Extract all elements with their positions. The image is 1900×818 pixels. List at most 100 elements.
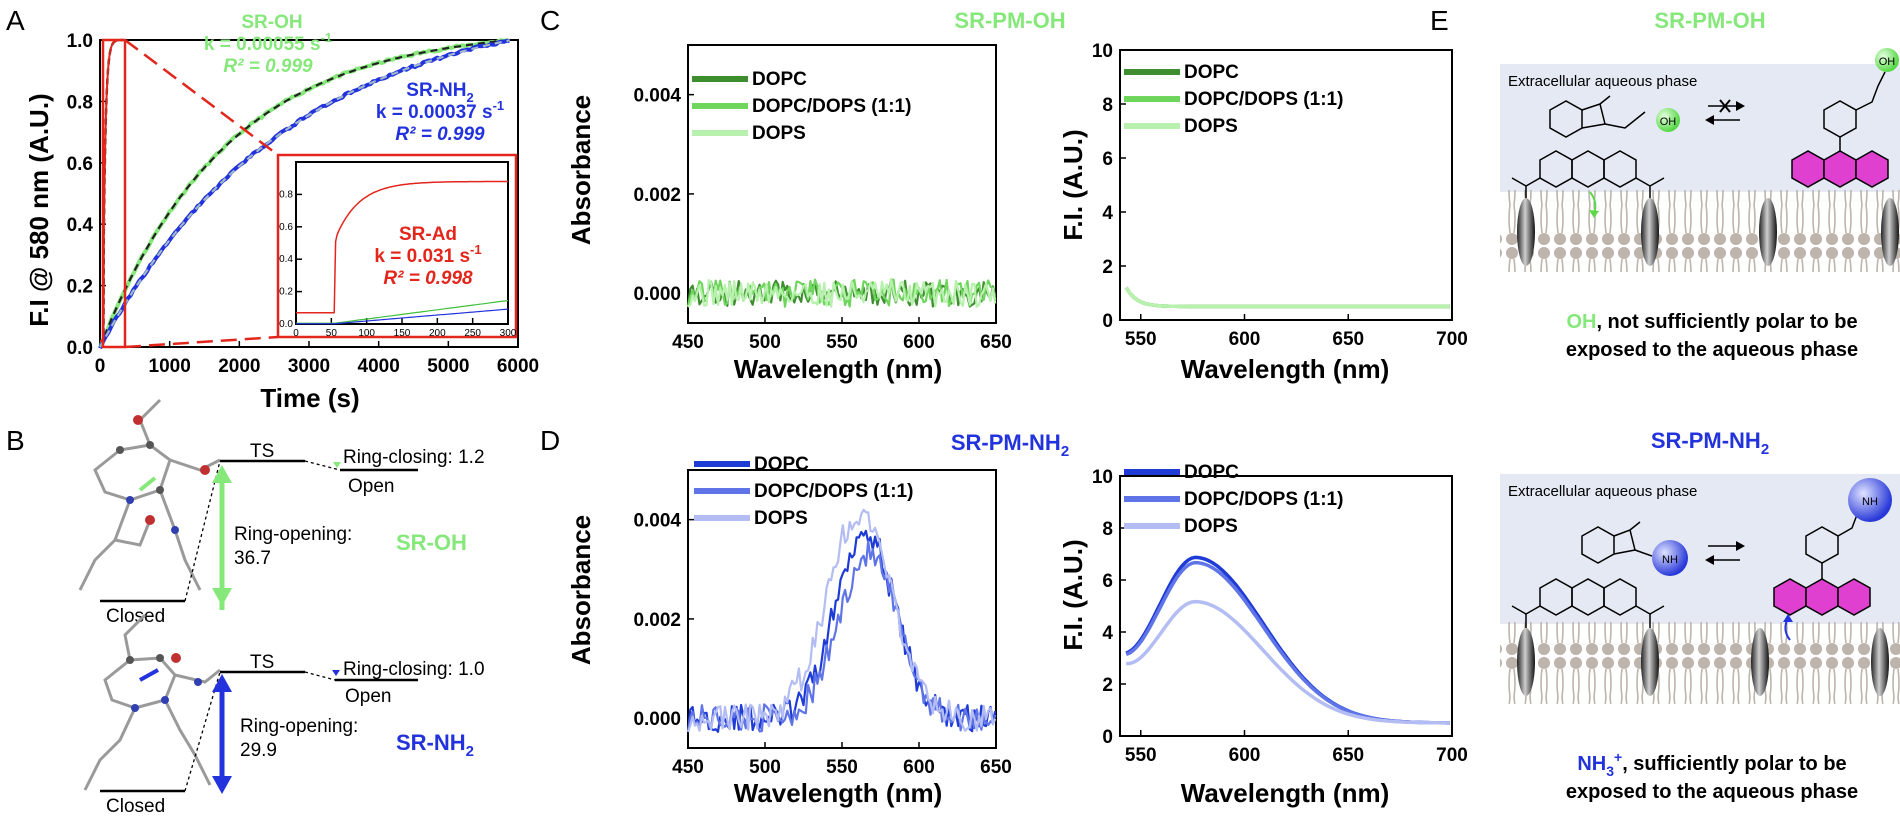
sr-nh2-name: SR-NH — [406, 80, 466, 101]
x-tick-label: 600 — [903, 757, 935, 778]
svg-text:NH3+, sufficiently polar to be: NH3+, sufficiently polar to be — [1577, 749, 1846, 779]
membrane-bottom — [1500, 622, 1900, 704]
x-tick-label: 200 — [429, 328, 446, 339]
title-sr-pm-oh: SR-PM-OH — [954, 8, 1065, 33]
ts-oh: TS — [250, 441, 274, 462]
e-top-cap2: exposed to the aqueous phase — [1566, 339, 1858, 361]
x-tick-label: 450 — [672, 332, 704, 353]
y-tick-label: 0.000 — [633, 284, 681, 305]
annotation-sr-ad: SR-Ad k = 0.031 s-1 R² = 0.998 — [374, 224, 481, 289]
svg-text:SR-NH2: SR-NH2 — [396, 730, 474, 760]
open-form-top — [1791, 71, 1889, 188]
legend-label: DOPC — [752, 69, 807, 90]
panel-label-d: D — [540, 425, 560, 456]
chart-d-abs-xlabel: Wavelength (nm) — [734, 778, 942, 808]
series-sr-oh-fit — [98, 39, 510, 348]
y-tick-label: 2 — [1102, 257, 1113, 278]
fi-series-1 — [1124, 286, 1450, 309]
y-tick-label: 6 — [1102, 571, 1113, 592]
anchor-2 — [1641, 198, 1659, 266]
anchor-3 — [1759, 198, 1777, 266]
closed-form-bottom — [1511, 521, 1665, 628]
y-tick-label: 10 — [1092, 467, 1113, 488]
ring-opening-nh2: Ring-opening: — [240, 716, 358, 737]
nh3-group-open: NH — [1862, 496, 1878, 508]
e-top-title: SR-PM-OH — [1654, 8, 1765, 33]
chart-c-absorbance: 450 500 550 600 650 0.000 0.002 0.004 DOPC DOPC/D… — [633, 44, 1012, 353]
title-sr-pm-nh2-sub: 2 — [1061, 443, 1069, 460]
svg-text:k = 0.00037 s-1: k = 0.00037 s-1 — [376, 98, 504, 123]
oh-group-closed: OH — [1660, 116, 1677, 128]
legend-label: DOPC/DOPS (1:1) — [754, 481, 913, 502]
sr-nh2-label-sub: 2 — [466, 743, 474, 760]
chart-c-fi-xlabel: Wavelength (nm) — [1181, 354, 1389, 384]
ring-closing-oh: Ring-closing: 1.2 — [343, 447, 485, 468]
anchor-6 — [1641, 628, 1659, 696]
e-bottom-cap2: exposed to the aqueous phase — [1566, 781, 1858, 803]
open-form-bottom — [1773, 511, 1871, 616]
x-tick-label: 50 — [326, 328, 338, 339]
panel-label-e: E — [1430, 5, 1449, 36]
svg-text:k = 0.031 s-1: k = 0.031 s-1 — [374, 242, 481, 267]
panel-e-bottom: SR-PM-NH2 Extracellular aqueous phase NH… — [1500, 428, 1900, 803]
e-bottom-cap-sub: 3 — [1606, 763, 1614, 779]
x-tick-label: 700 — [1436, 329, 1468, 350]
fi-series-1 — [1125, 560, 1450, 725]
zoom-connector-bottom — [124, 335, 279, 349]
x-tick-label: 550 — [1125, 745, 1157, 766]
closed-form-top — [1511, 95, 1665, 200]
sr-ad-k-sup: -1 — [470, 242, 482, 257]
x-tick-label: 550 — [826, 757, 858, 778]
x-tick-label: 500 — [749, 332, 781, 353]
y-tick-label: 4 — [1102, 203, 1113, 224]
ring-opening-nh2-value: 29.9 — [240, 740, 277, 761]
legend-label: DOPS — [1184, 516, 1238, 537]
chart-c-fluorescence: 550 600 650 700 0 2 4 6 8 10 DOPC DOPC/DOPS (1:1) DO… — [1092, 41, 1468, 350]
e-top-phase: Extracellular aqueous phase — [1508, 73, 1697, 90]
legend-label: DOPS — [752, 123, 806, 144]
membrane-top — [1500, 190, 1900, 272]
chart-c-abs-ylabel: Absorbance — [566, 95, 596, 245]
x-tick-label: 600 — [1229, 745, 1261, 766]
y-tick-label: 0.4 — [279, 254, 293, 265]
chart-a-xlabel: Time (s) — [260, 383, 359, 413]
y-tick-label: 6 — [1102, 149, 1113, 170]
abs-series-0 — [686, 529, 997, 733]
closed-oh: Closed — [106, 606, 165, 627]
x-tick-label: 1000 — [149, 356, 191, 377]
closed-nh2: Closed — [106, 796, 165, 817]
y-tick-label: 0.2 — [279, 287, 293, 298]
x-tick-label: 0 — [293, 328, 299, 339]
chart-d-fluorescence: 550 600 650 700 0 2 4 6 8 10 DOPC DOPC/DOPS (1:1) DO… — [1092, 462, 1468, 766]
title-sr-pm-nh2: SR-PM-NH — [951, 430, 1061, 455]
inset-sr-nh2 — [296, 308, 509, 325]
zoom-connector-top — [124, 39, 279, 156]
e-bottom-cap-rest: , sufficiently polar to be — [1622, 753, 1846, 775]
y-tick-label: 0.000 — [633, 709, 681, 730]
y-tick-label: 0.8 — [279, 189, 293, 200]
anchor-1 — [1517, 198, 1535, 266]
e-bottom-title: SR-PM-NH — [1651, 428, 1761, 453]
e-top-cap-rest: , not sufficiently polar to be — [1596, 311, 1857, 333]
x-tick-label: 4000 — [358, 356, 400, 377]
open-oh: Open — [348, 476, 394, 497]
legend-label: DOPC/DOPS (1:1) — [1184, 89, 1343, 110]
sr-nh2-k: k = 0.00037 s — [376, 102, 493, 123]
fi-series-0 — [1124, 286, 1450, 309]
svg-text:SR-NH2: SR-NH2 — [406, 80, 473, 105]
inset-sr-ad — [296, 180, 508, 314]
x-tick-label: 650 — [980, 332, 1012, 353]
e-top-cap-hl: OH — [1566, 311, 1596, 333]
panel-e-top: SR-PM-OH Extracellular aqueous phase OH — [1500, 8, 1900, 361]
oh-ball-open — [1875, 48, 1899, 72]
legend-label: DOPC/DOPS (1:1) — [752, 96, 911, 117]
anchor-5 — [1517, 628, 1535, 696]
nh3-ball-open — [1848, 478, 1892, 522]
sr-nh2-sub: 2 — [466, 90, 473, 105]
x-tick-label: 600 — [903, 332, 935, 353]
annotation-sr-oh: SR-OH k = 0.00055 s-1 R² = 0.999 — [204, 12, 332, 77]
y-tick-label: 0.8 — [67, 92, 93, 113]
sr-oh-r2: R² = 0.999 — [223, 56, 313, 77]
e-bottom-phase: Extracellular aqueous phase — [1508, 483, 1697, 500]
